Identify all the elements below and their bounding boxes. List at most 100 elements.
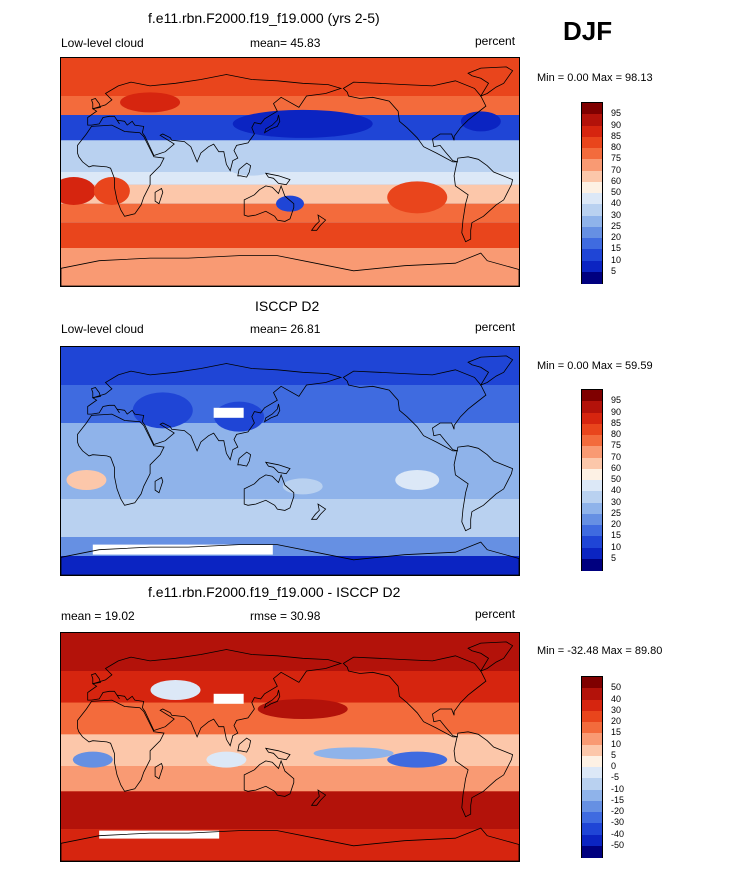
- missing-data-region: [213, 407, 244, 418]
- greatbritain-coastline: [90, 387, 101, 399]
- greatbritain-coastline: [90, 673, 101, 685]
- south-america-coastline: [453, 156, 514, 243]
- colorbar-tick-label: 0: [611, 761, 617, 771]
- colorbar-box: [582, 513, 602, 526]
- eurasia-coastline: [87, 649, 343, 747]
- newguinea-coastline: [264, 172, 291, 186]
- colorbar-box: [582, 114, 602, 126]
- colorbar-box: [582, 823, 602, 835]
- newguinea-coastline: [264, 747, 291, 761]
- panel-3-minmax: Min = -32.48 Max = 89.80: [537, 645, 663, 657]
- field-band: [61, 140, 519, 172]
- greenland-coastline: [467, 355, 514, 386]
- missing-data-region: [99, 830, 220, 839]
- field-blob: [72, 751, 113, 768]
- panel-2-minmax: Min = 0.00 Max = 59.59: [537, 360, 653, 372]
- colorbar-tick-label: 10: [611, 541, 622, 552]
- colorbar-box: [582, 502, 602, 515]
- field-band: [61, 385, 519, 423]
- africa-coastline: [77, 413, 165, 506]
- field-band: [61, 734, 519, 766]
- panel-1-minmax: Min = 0.00 Max = 98.13: [537, 72, 653, 84]
- panel-2-map-svg: [61, 347, 519, 575]
- field-blob: [387, 181, 448, 214]
- colorbar-box: [582, 699, 602, 712]
- colorbar-tick-label: -5: [611, 772, 620, 783]
- panel-3-rmse-label: rmse = 30.98: [250, 609, 321, 623]
- colorbar-box: [582, 226, 602, 239]
- colorbar-box: [582, 468, 602, 481]
- colorbar-tick-label: -10: [611, 783, 625, 794]
- field-blob: [226, 155, 277, 176]
- australia-coastline: [243, 473, 295, 511]
- madagascar-coastline: [154, 762, 164, 780]
- greenland-coastline: [467, 641, 514, 672]
- colorbar-tick-label: 90: [611, 406, 622, 417]
- colorbar-box: [582, 688, 602, 700]
- field-band: [61, 556, 519, 575]
- field-blob: [61, 177, 96, 205]
- africa-coastline: [77, 699, 165, 792]
- missing-data-region: [92, 544, 273, 555]
- newzealand-coastline: [310, 503, 327, 520]
- colorbar-tick-label: 80: [611, 429, 622, 439]
- colorbar-tick-label: 5: [611, 552, 617, 563]
- africa-coastline: [77, 124, 165, 217]
- colorbar-tick-label: 50: [611, 187, 622, 197]
- colorbar-tick-label: 95: [611, 395, 622, 406]
- panel-2-units-label: percent: [475, 320, 516, 334]
- colorbar-tick-label: 15: [611, 530, 622, 541]
- colorbar-box: [582, 125, 602, 138]
- colorbar-box: [582, 491, 602, 503]
- colorbar-box: [582, 480, 602, 492]
- colorbar-tick-label: 40: [611, 485, 622, 496]
- newzealand-coastline: [310, 214, 327, 231]
- borneo-coastline: [237, 451, 252, 467]
- south-america-coastline: [453, 731, 514, 818]
- colorbar-tick-label: 40: [611, 693, 622, 704]
- colorbar-tick-label: 85: [611, 417, 622, 428]
- colorbar-tick-label: 50: [611, 682, 622, 693]
- panel-3-map: [60, 632, 520, 862]
- north-america-coastline: [342, 655, 487, 738]
- japan-coastline: [263, 114, 281, 134]
- colorbar-tick-label: 90: [611, 119, 622, 130]
- colorbar-box: [582, 812, 602, 824]
- colorbar-box: [582, 789, 602, 802]
- panel-1-variable-label: Low-level cloud: [61, 36, 144, 50]
- colorbar-tick-label: 75: [611, 440, 622, 451]
- colorbar-tick-label: 15: [611, 727, 622, 738]
- panel-3-units-label: percent: [475, 607, 516, 621]
- colorbar-tick-label: 85: [611, 130, 622, 141]
- colorbar-box: [582, 136, 602, 149]
- colorbar-box: [582, 800, 602, 813]
- north-america-coastline: [342, 369, 487, 452]
- colorbar-box: [582, 249, 602, 261]
- field-blob: [150, 680, 201, 700]
- field-band: [61, 172, 519, 185]
- field-band: [61, 58, 519, 96]
- south-america-coastline: [453, 445, 514, 532]
- antarctica-coastline: [61, 827, 519, 861]
- colorbar-tick-label: 20: [611, 519, 622, 529]
- colorbar-box: [582, 148, 602, 160]
- field-band: [61, 633, 519, 671]
- madagascar-coastline: [154, 187, 164, 205]
- panel-2-mean-label: mean= 26.81: [250, 322, 321, 336]
- field-blob: [93, 177, 130, 205]
- antarctica-coastline: [61, 252, 519, 286]
- colorbar-tick-label: 10: [611, 738, 622, 749]
- panel-1-title: f.e11.rbn.F2000.f19_f19.000 (yrs 2-5): [148, 10, 380, 26]
- panel-1-mean-label: mean= 45.83: [250, 36, 321, 50]
- colorbar-tick-label: 5: [611, 265, 617, 276]
- colorbar-tick-label: 80: [611, 142, 622, 152]
- colorbar-box: [582, 755, 602, 768]
- colorbar-tick-label: -50: [611, 839, 625, 850]
- field-band: [61, 248, 519, 286]
- borneo-coastline: [237, 737, 252, 753]
- panel-2-colorbar: 95 90 85 80 75 70 60 50 40 30 25 20 15 10 5: [581, 389, 621, 571]
- missing-data-region: [213, 693, 244, 704]
- colorbar-box: [582, 525, 602, 537]
- colorbar-box: [582, 457, 602, 470]
- colorbar-box: [582, 778, 602, 790]
